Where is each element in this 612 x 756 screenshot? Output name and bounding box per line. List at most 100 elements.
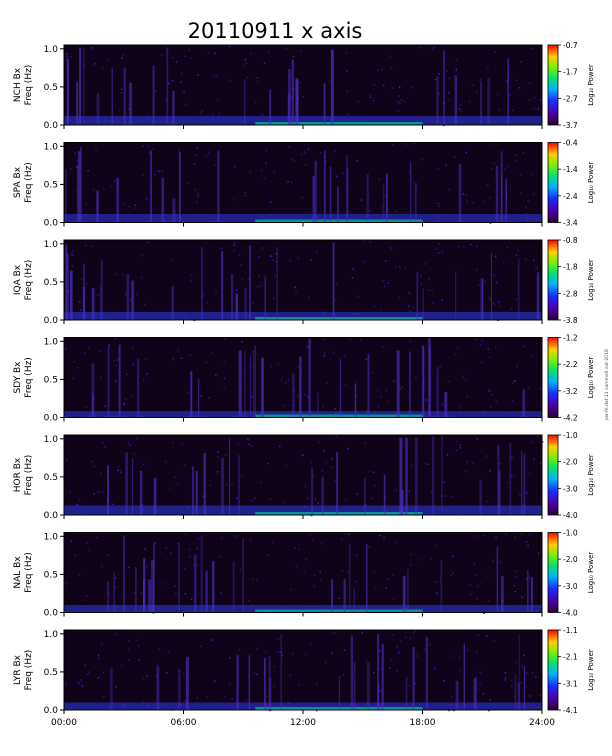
broadband-streak (431, 436, 435, 515)
noise-pixel (114, 180, 116, 182)
noise-pixel (491, 394, 493, 396)
side-note: pw-RI.dat:11 sammell-zat-2018 (604, 349, 610, 420)
noise-pixel (412, 306, 415, 308)
noise-pixel (310, 259, 312, 261)
noise-pixel (189, 280, 192, 282)
noise-pixel (256, 647, 258, 650)
noise-pixel (313, 585, 316, 587)
noise-pixel (231, 483, 233, 486)
noise-pixel (528, 577, 531, 579)
noise-pixel (373, 99, 375, 102)
broadband-streak (100, 260, 103, 320)
noise-pixel (391, 87, 394, 89)
colorbar (547, 142, 559, 223)
broadband-streak (79, 47, 81, 125)
noise-pixel (346, 70, 348, 72)
noise-pixel (536, 268, 539, 270)
noise-pixel (423, 462, 425, 465)
broadband-streak (91, 288, 95, 320)
noise-pixel (441, 251, 443, 254)
noise-pixel (495, 537, 497, 539)
noise-pixel (134, 207, 137, 209)
broadband-streak (252, 349, 255, 418)
broadband-streak (83, 48, 85, 125)
noise-pixel (346, 113, 349, 116)
noise-pixel (495, 401, 498, 403)
noise-pixel (395, 541, 397, 544)
noise-pixel (439, 580, 441, 582)
noise-pixel (381, 211, 383, 213)
panel-sdy: 0.0 0.5 1.0 SDY Bx Freq (Hz) -1.2 -2.2 -3.2 -4.2… (13, 334, 595, 424)
noise-pixel (120, 664, 123, 667)
noise-pixel (271, 255, 273, 257)
noise-pixel (510, 474, 513, 477)
noise-pixel (521, 596, 523, 599)
noise-pixel (531, 441, 534, 444)
noise-pixel (159, 551, 161, 553)
y-tick-label: 0.0 (44, 706, 59, 716)
noise-pixel (169, 552, 172, 554)
broadband-streak (317, 392, 319, 418)
noise-pixel (334, 479, 337, 481)
broadband-streak (422, 288, 424, 320)
colorbar-tick-label: -2.0 (563, 458, 578, 467)
noise-pixel (420, 283, 423, 285)
noise-pixel (387, 208, 389, 211)
noise-pixel (384, 260, 387, 262)
noise-pixel (434, 46, 436, 48)
noise-pixel (459, 447, 462, 449)
broadband-streak (178, 544, 180, 613)
broadband-streak (346, 167, 349, 223)
noise-pixel (137, 645, 140, 647)
noise-pixel (140, 591, 142, 594)
noise-pixel (174, 585, 176, 587)
noise-pixel (476, 598, 478, 601)
noise-pixel (133, 592, 136, 594)
broadband-streak (280, 633, 282, 710)
broadband-streak (507, 58, 509, 125)
noise-pixel (119, 471, 122, 473)
noise-pixel (107, 59, 110, 61)
noise-pixel (143, 463, 145, 466)
broadband-streak (354, 383, 357, 418)
noise-pixel (320, 543, 322, 545)
noise-pixel (256, 673, 258, 676)
noise-pixel (392, 144, 394, 146)
noise-pixel (85, 244, 87, 247)
noise-pixel (523, 345, 525, 347)
noise-pixel (407, 394, 409, 396)
noise-pixel (516, 365, 518, 367)
noise-pixel (330, 458, 333, 460)
broadband-streak (232, 561, 235, 613)
noise-pixel (267, 462, 269, 465)
y-tick-label: 1.0 (44, 337, 59, 347)
panel-nal: 0.0 0.5 1.0 NAL Bx Freq (Hz) -1.0 -2.0 -3.0 -4.0… (13, 529, 595, 619)
noise-pixel (448, 91, 450, 94)
broadband-streak (367, 662, 370, 710)
noise-pixel (441, 403, 444, 406)
noise-pixel (252, 366, 255, 369)
noise-pixel (361, 632, 363, 634)
noise-pixel (503, 191, 505, 193)
noise-pixel (93, 465, 96, 467)
noise-pixel (166, 672, 168, 674)
noise-pixel (294, 547, 296, 549)
broadband-streak (399, 437, 403, 515)
x-tick-label: 24:00 (529, 718, 555, 728)
noise-pixel (154, 542, 157, 545)
noise-pixel (414, 682, 416, 685)
noise-pixel (448, 188, 451, 191)
broadband-streak (242, 538, 244, 613)
noise-pixel (456, 440, 459, 443)
broadband-streak (131, 280, 135, 320)
broadband-streak (311, 467, 314, 515)
noise-pixel (322, 405, 324, 408)
noise-pixel (342, 172, 344, 174)
noise-pixel (394, 266, 397, 268)
noise-pixel (80, 679, 83, 681)
y-axis-label: Freq (Hz) (24, 455, 34, 496)
noise-pixel (186, 391, 188, 394)
noise-pixel (251, 395, 253, 398)
noise-pixel (146, 675, 148, 677)
noise-pixel (289, 674, 291, 677)
